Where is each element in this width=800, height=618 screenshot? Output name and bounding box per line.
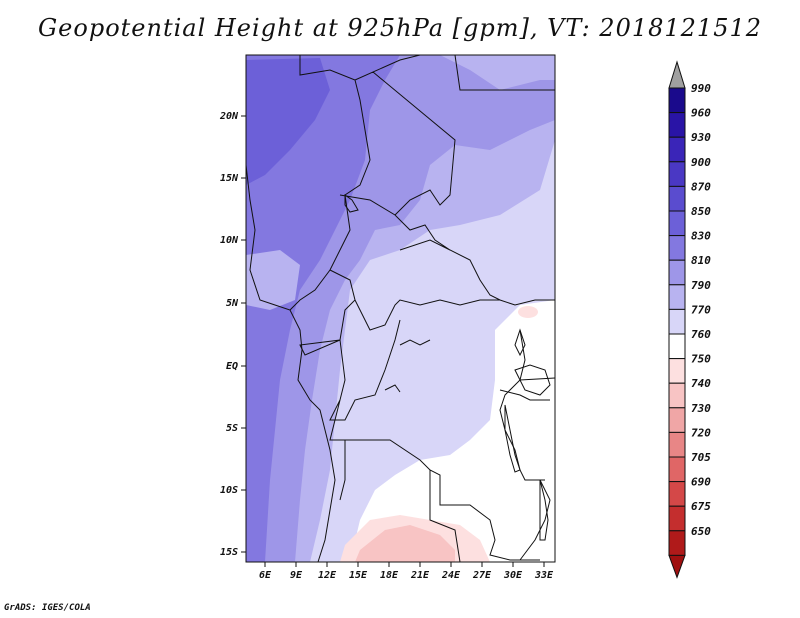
lon-tick-label: 24E [441, 570, 461, 581]
colorbar-segment [668, 136, 686, 163]
contour-740 [355, 525, 455, 562]
colorbar-label: 650 [691, 525, 711, 538]
colorbar-label: 760 [691, 328, 711, 341]
border-lines [289, 55, 555, 562]
lon-tick-label: 6E [259, 570, 272, 581]
colorbar-segment [668, 308, 686, 335]
lat-tick-label: 5N [226, 298, 239, 309]
colorbar-bottom-arrow [668, 554, 686, 579]
lat-tick-label: 5S [226, 423, 238, 434]
colorbar-label: 930 [691, 131, 711, 144]
river-congo [384, 339, 431, 393]
lon-tick-label: 15E [349, 570, 368, 581]
chart-title: Geopotential Height at 925hPa [gpm], VT:… [38, 14, 762, 42]
colorbar-segment [668, 358, 686, 384]
lake-chad [344, 194, 359, 213]
colorbar-label: 740 [691, 377, 711, 390]
colorbar-label: 850 [691, 205, 711, 218]
lon-tick-label: 30E [503, 570, 523, 581]
colorbar-segment [668, 431, 686, 458]
lon-tick-label: 18E [380, 570, 399, 581]
colorbar-segment [668, 284, 686, 310]
lon-tick-label: 21E [410, 570, 430, 581]
grads-credit: GrADS: IGES/COLA [4, 603, 91, 613]
lat-tick-label: 15S [220, 547, 238, 558]
lat-tick-label: 20N [219, 111, 239, 122]
lat-tick-label: 10N [220, 235, 239, 246]
lon-tick-label: 9E [290, 570, 303, 581]
colorbar-label: 990 [691, 82, 711, 95]
colorbar-segment [668, 505, 686, 532]
lon-tick-label: 33E [534, 570, 554, 581]
colorbar-segment [668, 456, 686, 483]
colorbar-label: 790 [691, 279, 711, 292]
colorbar-label: 750 [691, 353, 711, 366]
country-borders [246, 55, 555, 562]
lon-tick-label: 12E [318, 570, 337, 581]
colorbar-label: 705 [691, 451, 711, 464]
contour-790-west [246, 250, 300, 310]
colorbar-label: 810 [691, 254, 711, 267]
colorbar-label: 690 [691, 476, 711, 489]
contour-850 [246, 55, 400, 562]
map-fill-layer [246, 55, 555, 562]
colorbar-label: 830 [691, 230, 711, 243]
coastline [246, 164, 336, 562]
colorbar-segment [668, 259, 686, 286]
colorbar-segment [668, 530, 686, 556]
contour-770 [350, 300, 555, 562]
lake-malawi [539, 479, 549, 541]
colorbar-top-arrow [668, 60, 686, 89]
lat-tick-label: 10S [220, 485, 238, 496]
colorbar-label: 870 [691, 180, 711, 193]
colorbar-segment [668, 185, 686, 212]
colorbar-segment [668, 235, 686, 261]
colorbar-label: 730 [691, 402, 711, 415]
colorbar-segment [668, 161, 686, 187]
lat-tick-label: EQ [226, 361, 238, 372]
colorbar-label: 720 [691, 426, 711, 439]
map-frame [245, 54, 556, 563]
colorbar-label: 675 [691, 500, 711, 513]
colorbar-segment [668, 87, 686, 114]
longitude-axis: 6E 9E 12E 15E 18E 21E 24E 27E 30E 33E [259, 562, 554, 581]
colorbar-segment [668, 112, 686, 138]
colorbar: 990 960 930 900 870 850 830 810 790 770 760 750 740 7… [668, 60, 711, 579]
latitude-axis: 20N 15N 10N 5N EQ 5S 10S 15S [219, 111, 246, 558]
colorbar-segment [668, 481, 686, 507]
colorbar-label: 960 [691, 107, 711, 120]
colorbar-segment [668, 407, 686, 433]
lake-albert [514, 328, 526, 357]
colorbar-segment [668, 210, 686, 237]
lake-victoria [514, 364, 551, 396]
contour-750-east [518, 306, 538, 318]
lake-tanganyika [504, 404, 521, 473]
lon-tick-label: 27E [472, 570, 492, 581]
lat-tick-label: 15N [220, 173, 239, 184]
colorbar-segment [668, 382, 686, 409]
colorbar-label: 770 [691, 303, 711, 316]
colorbar-segment [668, 333, 686, 360]
contour-870 [246, 58, 330, 185]
colorbar-label: 900 [691, 156, 711, 169]
